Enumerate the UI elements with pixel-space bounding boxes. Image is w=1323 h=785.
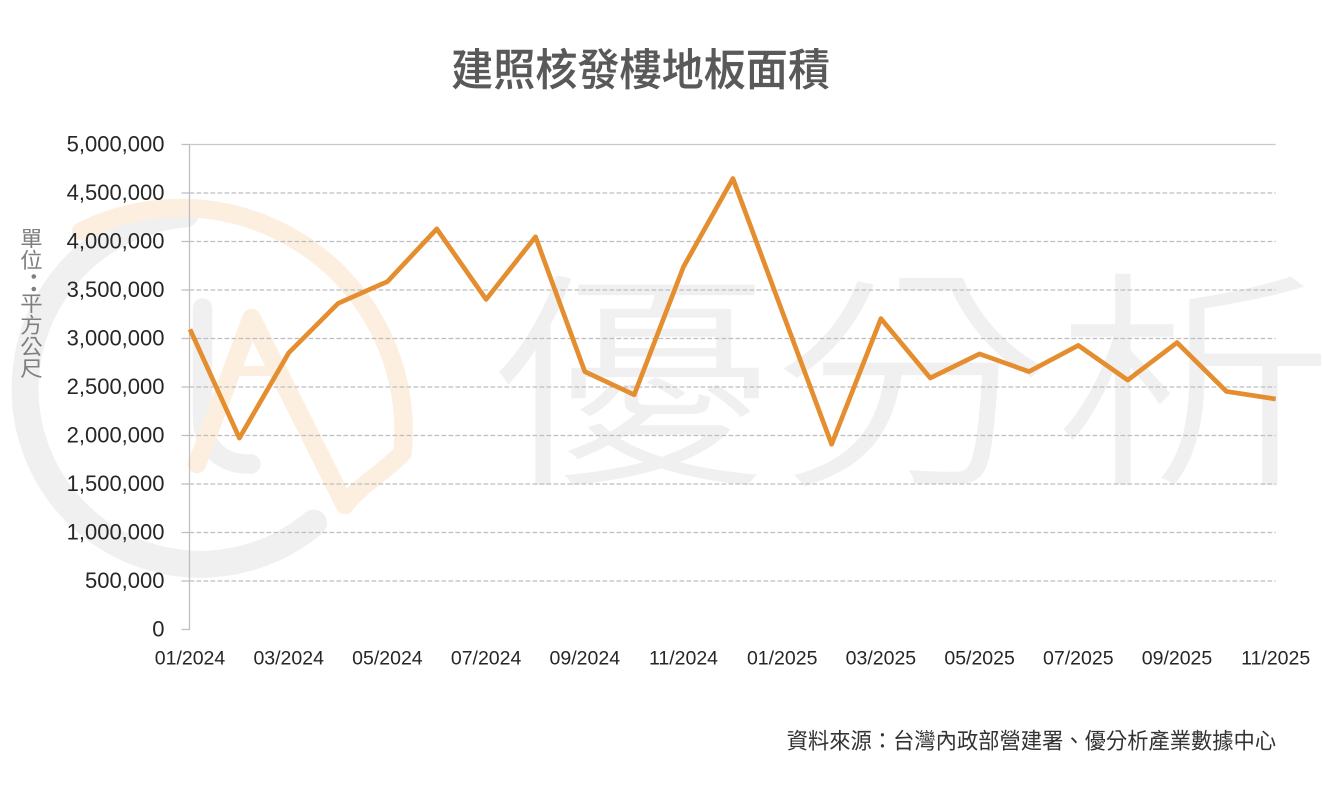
svg-text:09/2025: 09/2025 [1142,648,1213,670]
svg-text:3,500,000: 3,500,000 [67,277,165,302]
svg-text:2,000,000: 2,000,000 [67,422,165,447]
svg-text:11/2024: 11/2024 [649,648,718,670]
svg-text:11/2025: 11/2025 [1241,648,1310,670]
svg-text:500,000: 500,000 [85,568,165,593]
svg-text:01/2024: 01/2024 [155,648,226,670]
svg-text:4,000,000: 4,000,000 [67,228,165,253]
svg-text:03/2025: 03/2025 [846,648,917,670]
svg-text:2,500,000: 2,500,000 [67,374,165,399]
svg-text:03/2024: 03/2024 [253,648,324,670]
svg-text:05/2024: 05/2024 [352,648,423,670]
svg-text:4,500,000: 4,500,000 [67,180,165,205]
svg-text:09/2024: 09/2024 [550,648,621,670]
svg-text:5,000,000: 5,000,000 [67,131,165,156]
svg-text:01/2025: 01/2025 [747,648,818,670]
svg-text:1,500,000: 1,500,000 [67,471,165,496]
svg-text:3,000,000: 3,000,000 [67,325,165,350]
svg-text:07/2024: 07/2024 [451,648,522,670]
svg-text:0: 0 [152,616,164,641]
svg-text:1,000,000: 1,000,000 [67,519,165,544]
svg-text:05/2025: 05/2025 [944,648,1015,670]
svg-text:07/2025: 07/2025 [1043,648,1114,670]
